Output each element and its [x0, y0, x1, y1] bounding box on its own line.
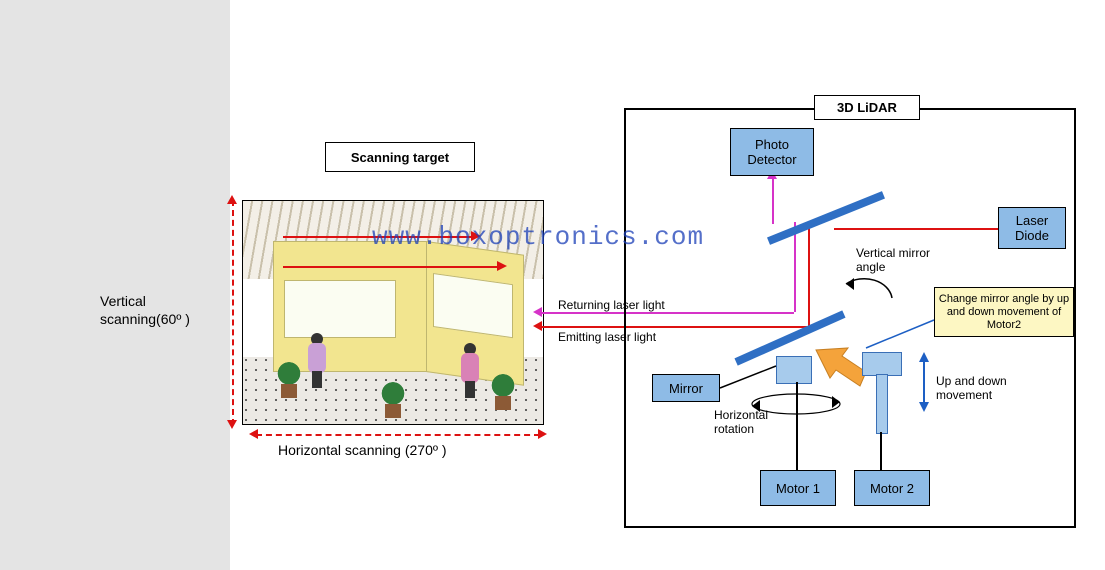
- scene-plant: [275, 353, 303, 398]
- return-path-icon: [762, 312, 794, 314]
- scene-window: [284, 280, 396, 338]
- scanning-target-box: Scanning target: [325, 142, 475, 172]
- up-down-label: Up and down movement: [936, 374, 1007, 402]
- motor2-plunger-icon: [876, 374, 888, 434]
- vertical-mirror-angle-label: Vertical mirror angle: [856, 246, 930, 274]
- vertical-scan-range-icon: [232, 200, 234, 425]
- scene-plant: [489, 365, 517, 410]
- arrowhead-icon: [249, 429, 258, 439]
- horizontal-scan-range-icon: [256, 434, 540, 436]
- motor1-box: Motor 1: [760, 470, 836, 506]
- arrowhead-icon: [227, 195, 237, 204]
- vertical-scan-label: Vertical scanning(60º ): [100, 292, 190, 328]
- mirror-label-box: Mirror: [652, 374, 720, 402]
- motor2-body-icon: [862, 352, 902, 376]
- scene-person: [459, 343, 481, 398]
- arrowhead-icon: [538, 429, 547, 439]
- motor2-shaft-icon: [880, 432, 882, 470]
- motor2-box: Motor 2: [854, 470, 930, 506]
- scene-window: [433, 273, 513, 338]
- left-bar: [0, 0, 230, 570]
- arrowhead-icon: [497, 261, 507, 271]
- note-box: Change mirror angle by up and down movem…: [934, 287, 1074, 337]
- horizontal-rotation-label: Horizontal rotation: [714, 408, 768, 436]
- diagram-root: { "canvas": { "w": 1105, "h": 570, "back…: [0, 0, 1105, 570]
- laser-diode-box: Laser Diode: [998, 207, 1066, 249]
- scene-person: [306, 333, 328, 388]
- return-path-icon: [772, 176, 774, 224]
- scan-arrow-icon: [283, 266, 499, 268]
- mirror-mount-icon: [776, 356, 812, 384]
- watermark-text: www.boxoptronics.com: [372, 222, 704, 252]
- arrowhead-icon: [533, 307, 542, 317]
- scene-plant: [379, 373, 407, 418]
- arrowhead-icon: [227, 420, 237, 429]
- lidar-panel-title: 3D LiDAR: [814, 95, 920, 120]
- horizontal-scan-label: Horizontal scanning (270º ): [278, 442, 447, 458]
- photo-detector-box: Photo Detector: [730, 128, 814, 176]
- return-path-icon: [794, 222, 796, 312]
- laser-path-icon: [808, 228, 810, 326]
- arrowhead-icon: [533, 321, 542, 331]
- laser-path-icon: [834, 228, 998, 230]
- motor1-shaft-icon: [796, 382, 798, 470]
